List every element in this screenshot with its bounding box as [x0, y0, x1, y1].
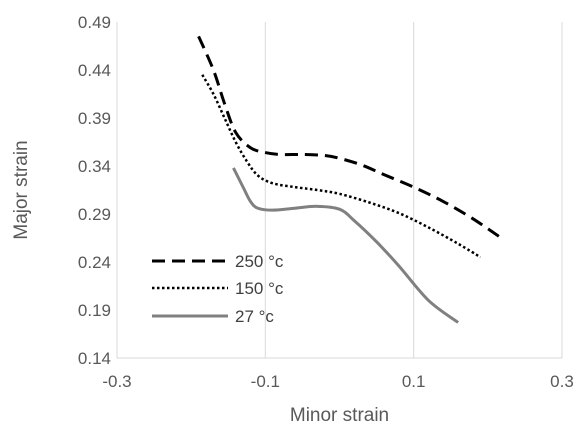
y-tick-label: 0.34 [78, 157, 111, 176]
y-tick-label: 0.39 [78, 109, 111, 128]
series-line-1 [201, 74, 482, 259]
y-axis-title: Major strain [11, 140, 32, 239]
y-tick-label: 0.14 [78, 349, 111, 368]
y-tick-labels: 0.14 0.19 0.24 0.29 0.34 0.39 0.44 0.49 [78, 13, 111, 368]
x-tick-label: -0.3 [102, 372, 131, 391]
legend-label: 250 °c [235, 252, 284, 271]
y-tick-label: 0.19 [78, 301, 111, 320]
series-lines [197, 35, 504, 324]
x-tick-label: 0.1 [402, 372, 426, 391]
legend-label: 27 °c [235, 307, 274, 326]
grid-lines [116, 22, 563, 358]
x-tick-label: 0.3 [550, 372, 574, 391]
y-tick-label: 0.24 [78, 253, 111, 272]
y-tick-label: 0.29 [78, 205, 111, 224]
series-line-0 [197, 35, 504, 241]
legend-label: 150 °c [235, 279, 284, 298]
series-line-2 [232, 167, 460, 324]
x-tick-labels: -0.3 -0.1 0.1 0.3 [102, 372, 573, 391]
y-tick-label: 0.44 [78, 61, 111, 80]
x-axis-title: Minor strain [290, 405, 389, 426]
y-tick-label: 0.49 [78, 13, 111, 32]
legend: 250 °c 150 °c 27 °c [152, 252, 284, 326]
x-tick-label: -0.1 [251, 372, 280, 391]
